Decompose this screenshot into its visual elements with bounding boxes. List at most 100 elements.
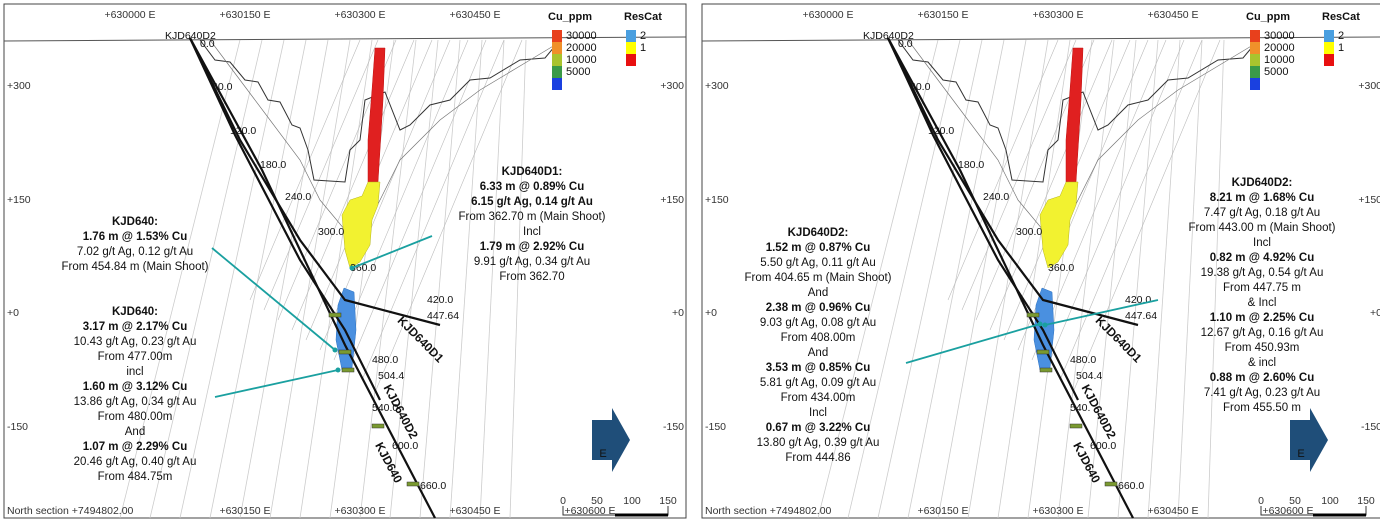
callout-line: 9.91 g/t Ag, 0.34 g/t Au: [474, 256, 590, 268]
callout-line: From 362.70 m (Main Shoot): [458, 211, 605, 223]
legend-swatch: [552, 78, 562, 90]
legend-swatch: [552, 54, 562, 66]
assay-interval: [372, 424, 384, 428]
legend-swatch: [626, 30, 636, 42]
easting-label: +630150 E: [219, 9, 270, 21]
callout-line: 12.67 g/t Ag, 0.16 g/t Au: [1201, 327, 1324, 339]
northing-label: +150: [7, 194, 31, 206]
depth-label: 447.64: [1125, 310, 1157, 322]
easting-label: +630150 E: [917, 9, 968, 21]
callout-line: 0.67 m @ 3.22% Cu: [766, 422, 871, 434]
depth-label: 504.4: [1076, 370, 1102, 382]
legend-title: Cu_ppm: [548, 11, 592, 23]
northing-label: -150: [7, 421, 28, 433]
section-label: North section +7494802.00: [705, 505, 832, 517]
callout-line: From 408.00m: [781, 332, 856, 344]
northing-label: +300: [660, 80, 684, 92]
depth-label: 0.0: [200, 38, 215, 50]
easting-label: +630000 E: [802, 9, 853, 21]
legend-label: 2: [640, 30, 646, 42]
depth-label: 300.0: [1016, 226, 1042, 238]
northing-label: +0: [672, 307, 684, 319]
depth-label: 660.0: [420, 480, 446, 492]
depth-label: 600.0: [392, 440, 418, 452]
callout-line: From 443.00 m (Main Shoot): [1188, 222, 1335, 234]
depth-label: 480.0: [1070, 354, 1096, 366]
legend-label: 1: [1338, 42, 1344, 54]
northing-label: +0: [705, 307, 717, 319]
callout-arrow-head: [350, 266, 355, 271]
callout-line: 1.60 m @ 3.12% Cu: [83, 381, 188, 393]
depth-label: 120.0: [230, 125, 256, 137]
legend-swatch: [1250, 66, 1260, 78]
callout-line: 3.17 m @ 2.17% Cu: [83, 321, 188, 333]
northing-label: -150: [705, 421, 726, 433]
scale-label: 50: [1289, 495, 1301, 507]
callout-arrow-head: [333, 348, 338, 353]
callout-line: incl: [126, 366, 143, 378]
legend-swatch: [552, 30, 562, 42]
northing-label: +300: [7, 80, 31, 92]
easting-label: +630450 E: [1147, 9, 1198, 21]
assay-interval: [1027, 313, 1039, 317]
callout-line: 13.80 g/t Ag, 0.39 g/t Au: [757, 437, 880, 449]
depth-label: 660.0: [1118, 480, 1144, 492]
callout-line: 13.86 g/t Ag, 0.34 g/t Au: [74, 396, 197, 408]
callout-line: 8.21 m @ 1.68% Cu: [1210, 192, 1315, 204]
callout-line: And: [808, 287, 828, 299]
assay-interval: [1040, 368, 1052, 372]
callout-line: From 484.75m: [98, 471, 173, 483]
east-label: E: [1297, 448, 1304, 460]
legend-label: 1: [640, 42, 646, 54]
callout-line: KJD640:: [112, 216, 158, 228]
legend-swatch: [552, 66, 562, 78]
legend-label: 2: [1338, 30, 1344, 42]
legend-swatch: [552, 42, 562, 54]
callout-line: From 450.93m: [1225, 342, 1300, 354]
scale-label: 100: [1321, 495, 1339, 507]
callout-line: Incl: [523, 226, 541, 238]
legend-title: ResCat: [1322, 11, 1360, 23]
callout-line: 5.81 g/t Ag, 0.09 g/t Au: [760, 377, 876, 389]
callout-line: 0.88 m @ 2.60% Cu: [1210, 372, 1315, 384]
legend-label: 10000: [1264, 54, 1295, 66]
legend-swatch: [1250, 54, 1260, 66]
depth-label: 600.0: [1090, 440, 1116, 452]
legend-swatch: [1324, 42, 1334, 54]
callout-line: 5.50 g/t Ag, 0.11 g/t Au: [760, 257, 876, 269]
northing-label: +150: [1358, 194, 1380, 206]
callout-arrow-head: [336, 368, 341, 373]
assay-interval: [1105, 482, 1117, 486]
callout-line: And: [808, 347, 828, 359]
scale-label: 0: [560, 495, 566, 507]
east-label: E: [599, 448, 606, 460]
depth-label: 180.0: [260, 159, 286, 171]
easting-label: +630150 E: [917, 505, 968, 517]
legend-swatch: [1324, 30, 1334, 42]
callout-line: 1.76 m @ 1.53% Cu: [83, 231, 188, 243]
callout-arrow-head: [1043, 323, 1048, 328]
callout-line: From 434.00m: [781, 392, 856, 404]
scale-label: 150: [659, 495, 677, 507]
depth-label: 60.0: [910, 81, 931, 93]
callout-line: Incl: [1253, 237, 1271, 249]
callout-line: 10.43 g/t Ag, 0.23 g/t Au: [74, 336, 197, 348]
callout-line: 1.10 m @ 2.25% Cu: [1210, 312, 1315, 324]
scale-label: 150: [1357, 495, 1375, 507]
callout-line: 2.38 m @ 0.96% Cu: [766, 302, 871, 314]
depth-label: 60.0: [212, 81, 233, 93]
depth-label: 240.0: [983, 191, 1009, 203]
assay-interval: [407, 482, 419, 486]
legend-label: 20000: [1264, 42, 1295, 54]
legend-swatch: [1324, 54, 1334, 66]
legend-swatch: [626, 42, 636, 54]
section-panel: +630000 E+630150 E+630300 E+630450 E+300…: [4, 4, 686, 518]
callout-line: 19.38 g/t Ag, 0.54 g/t Au: [1201, 267, 1324, 279]
callout-line: 7.47 g/t Ag, 0.18 g/t Au: [1204, 207, 1320, 219]
scale-label: 100: [623, 495, 641, 507]
legend-swatch: [1250, 42, 1260, 54]
depth-label: 360.0: [1048, 262, 1074, 274]
callout-line: From 404.65 m (Main Shoot): [744, 272, 891, 284]
scale-label: 0: [1258, 495, 1264, 507]
callout-line: 1.52 m @ 0.87% Cu: [766, 242, 871, 254]
